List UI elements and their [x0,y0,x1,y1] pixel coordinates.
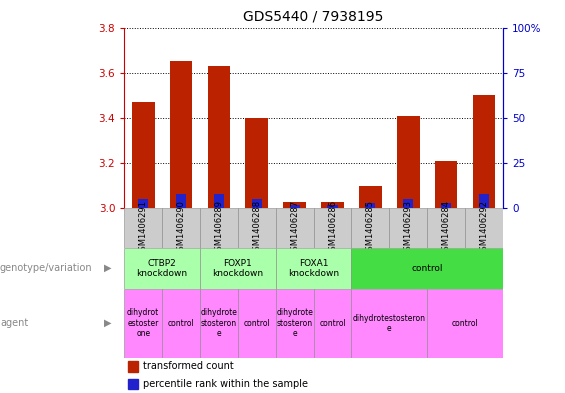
Bar [365,203,376,208]
Bar [351,248,503,289]
Text: GSM1406293: GSM1406293 [404,200,412,256]
Bar [207,66,231,208]
Bar [200,289,238,358]
Text: GSM1406286: GSM1406286 [328,200,337,256]
Text: control: control [244,319,270,328]
Bar [359,186,382,208]
Bar [276,248,351,289]
Bar [162,289,200,358]
Bar [128,361,137,372]
Text: dihydrotestosteron
e: dihydrotestosteron e [353,314,426,333]
Bar [170,61,193,208]
Text: GSM1406292: GSM1406292 [480,200,488,256]
Text: GSM1406287: GSM1406287 [290,200,299,256]
Bar [200,248,276,289]
Text: dihydrote
stosteron
e: dihydrote stosteron e [201,309,237,338]
Bar [465,208,503,248]
Bar [314,289,351,358]
Bar [124,289,162,358]
Text: ▶: ▶ [103,263,111,273]
Bar [314,208,351,248]
Bar [427,289,503,358]
Bar [321,202,344,208]
Text: control: control [451,319,479,328]
Text: transformed count: transformed count [144,362,234,371]
Text: control: control [168,319,194,328]
Text: FOXP1
knockdown: FOXP1 knockdown [212,259,263,278]
Bar [276,289,314,358]
Bar [351,289,427,358]
Text: GSM1406288: GSM1406288 [253,200,261,256]
Bar [397,116,420,208]
Text: percentile rank within the sample: percentile rank within the sample [144,379,308,389]
Text: control: control [319,319,346,328]
Text: GSM1406284: GSM1406284 [442,200,450,256]
Bar [238,289,276,358]
Bar [124,208,162,248]
Bar [276,208,314,248]
Text: dihydrote
stosteron
e: dihydrote stosteron e [276,309,313,338]
Bar [289,205,300,208]
Bar [200,208,238,248]
Bar [427,208,465,248]
Bar [251,199,262,208]
Bar [351,208,389,248]
Text: FOXA1
knockdown: FOXA1 knockdown [288,259,339,278]
Text: CTBP2
knockdown: CTBP2 knockdown [137,259,188,278]
Bar [124,248,200,289]
Title: GDS5440 / 7938195: GDS5440 / 7938195 [244,9,384,24]
Bar [441,203,451,208]
Text: GSM1406285: GSM1406285 [366,200,375,256]
Text: agent: agent [0,318,28,328]
Bar [434,161,458,208]
Text: genotype/variation: genotype/variation [0,263,93,273]
Text: dihydrot
estoster
one: dihydrot estoster one [127,309,159,338]
Bar [238,208,276,248]
Bar [162,208,200,248]
Bar [132,102,155,208]
Bar [327,205,338,208]
Bar [389,208,427,248]
Bar [283,202,306,208]
Bar [472,95,496,208]
Bar [479,194,489,208]
Bar [176,194,186,208]
Text: ▶: ▶ [103,318,111,328]
Bar [245,118,268,208]
Text: GSM1406291: GSM1406291 [139,200,147,256]
Bar [403,199,414,208]
Text: GSM1406289: GSM1406289 [215,200,223,256]
Text: control: control [411,264,443,273]
Text: GSM1406290: GSM1406290 [177,200,185,256]
Bar [138,199,149,208]
Bar [128,379,137,389]
Bar [214,194,224,208]
